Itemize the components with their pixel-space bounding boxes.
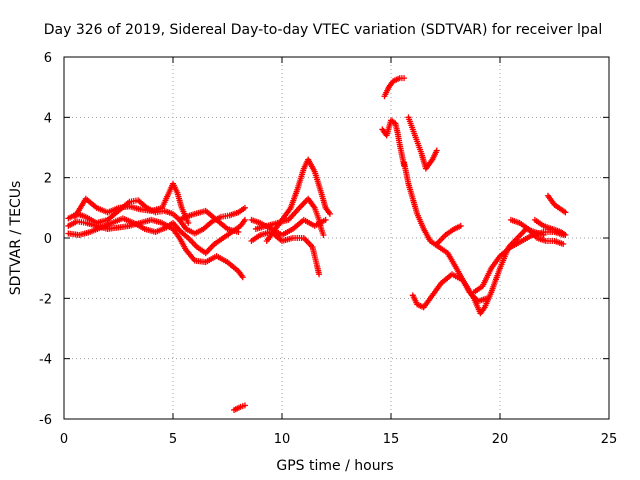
data-point xyxy=(322,216,329,223)
x-tick-label: 15 xyxy=(383,432,400,447)
series-track-11 xyxy=(381,75,408,100)
data-point xyxy=(401,75,408,82)
data-point xyxy=(241,402,248,409)
series-track-3 xyxy=(65,215,248,257)
y-tick-label: -6 xyxy=(39,413,52,428)
x-tick-label: 20 xyxy=(492,432,509,447)
y-axis-label: SDTVAR / TECUs xyxy=(8,181,24,296)
x-tick-label: 5 xyxy=(169,432,177,447)
chart-title: Day 326 of 2019, Sidereal Day-to-day VTE… xyxy=(44,22,602,38)
data-point xyxy=(457,222,464,229)
y-tick-label: -4 xyxy=(39,353,52,368)
series-track-9 xyxy=(252,195,327,238)
data-point xyxy=(185,219,192,226)
y-tick-label: 2 xyxy=(44,172,52,187)
data-point xyxy=(235,228,242,235)
series-track-14 xyxy=(401,159,490,305)
series-track-6 xyxy=(231,402,248,413)
series-track-12 xyxy=(379,117,408,169)
series-track-19 xyxy=(544,192,569,216)
data-point xyxy=(239,274,246,281)
data-point xyxy=(316,271,323,278)
data-point xyxy=(562,231,569,238)
y-tick-label: 0 xyxy=(44,232,52,247)
data-point xyxy=(433,147,440,154)
x-tick-label: 25 xyxy=(601,432,618,447)
data-point xyxy=(562,209,569,216)
data-point xyxy=(241,216,248,223)
x-axis-label: GPS time / hours xyxy=(276,458,393,474)
series-track-10 xyxy=(263,156,333,245)
series-track-8 xyxy=(248,228,323,278)
y-tick-label: 4 xyxy=(44,111,52,126)
data-point xyxy=(560,241,567,248)
series-track-5 xyxy=(176,207,242,235)
series-track-18 xyxy=(507,216,567,248)
x-tick-label: 0 xyxy=(60,432,68,447)
series-track-4 xyxy=(71,180,192,226)
data-point xyxy=(241,204,248,211)
data-point xyxy=(320,231,327,238)
data-point xyxy=(326,210,333,217)
plot-frame xyxy=(63,56,610,420)
data-points xyxy=(65,75,569,413)
series-track-2 xyxy=(65,216,246,281)
series-track-13 xyxy=(405,114,440,172)
grid-lines xyxy=(64,57,609,419)
series-track-15 xyxy=(433,222,464,248)
y-tick-label: 6 xyxy=(44,51,52,66)
y-tick-label: -2 xyxy=(39,292,52,307)
series-track-20 xyxy=(531,216,569,238)
x-tick-label: 10 xyxy=(274,432,291,447)
